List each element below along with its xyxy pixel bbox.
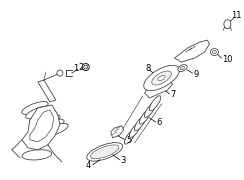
Ellipse shape — [26, 106, 52, 119]
Ellipse shape — [210, 49, 218, 56]
Polygon shape — [145, 80, 173, 98]
Ellipse shape — [42, 123, 68, 136]
Ellipse shape — [30, 110, 56, 123]
Ellipse shape — [34, 115, 60, 127]
Text: 10: 10 — [222, 55, 233, 64]
Ellipse shape — [87, 143, 123, 161]
Ellipse shape — [134, 116, 146, 131]
Text: 2: 2 — [79, 63, 84, 72]
Text: 1: 1 — [73, 64, 78, 73]
Ellipse shape — [144, 65, 179, 91]
Text: 7: 7 — [171, 91, 176, 100]
Text: 11: 11 — [231, 11, 242, 20]
Ellipse shape — [144, 102, 156, 118]
Text: 9: 9 — [193, 69, 199, 78]
Ellipse shape — [57, 70, 63, 76]
Ellipse shape — [82, 64, 89, 71]
Ellipse shape — [38, 119, 64, 132]
Polygon shape — [174, 40, 209, 62]
Polygon shape — [38, 80, 56, 102]
Polygon shape — [111, 126, 124, 138]
Ellipse shape — [213, 50, 216, 54]
Polygon shape — [22, 105, 60, 150]
Text: 3: 3 — [121, 156, 126, 165]
Ellipse shape — [178, 65, 187, 71]
Ellipse shape — [139, 109, 151, 124]
Text: 5: 5 — [127, 136, 132, 145]
Ellipse shape — [152, 71, 171, 85]
Ellipse shape — [22, 150, 52, 160]
Ellipse shape — [84, 65, 88, 69]
Ellipse shape — [124, 129, 136, 144]
Ellipse shape — [22, 102, 48, 114]
Text: 4: 4 — [85, 161, 90, 170]
Ellipse shape — [180, 66, 185, 70]
Text: 8: 8 — [145, 64, 150, 73]
Ellipse shape — [91, 145, 119, 159]
Ellipse shape — [129, 122, 141, 138]
Ellipse shape — [149, 96, 161, 111]
Text: 6: 6 — [157, 118, 162, 127]
Ellipse shape — [224, 20, 231, 29]
Ellipse shape — [158, 75, 165, 81]
